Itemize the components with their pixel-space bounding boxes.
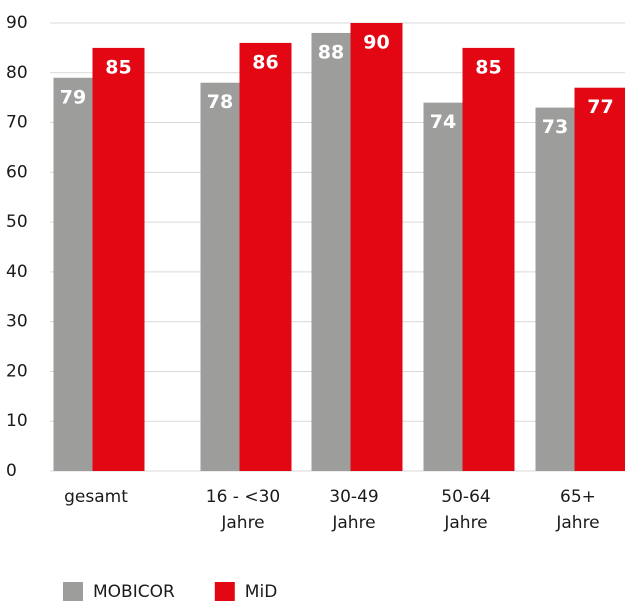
value-label: 86 xyxy=(252,51,278,73)
value-label: 77 xyxy=(587,96,613,118)
legend-swatch xyxy=(214,582,235,601)
bar xyxy=(53,77,93,471)
legend-label: MiD xyxy=(245,582,277,601)
y-tick-label: 70 xyxy=(6,113,28,133)
legend-swatch xyxy=(63,582,83,601)
y-tick-label: 20 xyxy=(6,361,28,381)
bar xyxy=(311,32,351,471)
value-label: 85 xyxy=(475,56,501,78)
x-tick-label: gesamt xyxy=(64,487,128,507)
bar xyxy=(535,107,575,471)
y-tick-label: 40 xyxy=(6,262,28,282)
value-label: 78 xyxy=(207,91,233,113)
y-tick-label: 90 xyxy=(6,13,28,33)
value-label: 90 xyxy=(363,32,389,54)
bar xyxy=(200,82,240,471)
bar xyxy=(574,87,625,471)
bar xyxy=(423,102,463,472)
bar xyxy=(462,47,515,472)
value-label: 73 xyxy=(542,116,568,138)
bar xyxy=(239,42,292,472)
x-tick-label: 65+ Jahre xyxy=(555,487,599,533)
value-label: 88 xyxy=(318,41,344,63)
value-label: 85 xyxy=(105,56,131,78)
x-tick-label: 16 - <30 Jahre xyxy=(206,487,280,533)
y-tick-label: 80 xyxy=(6,63,28,83)
bar xyxy=(92,47,145,472)
y-tick-label: 10 xyxy=(6,411,28,431)
y-tick-label: 0 xyxy=(6,461,17,481)
y-tick-label: 50 xyxy=(6,212,28,232)
value-label: 79 xyxy=(60,86,86,108)
y-tick-label: 30 xyxy=(6,312,28,332)
value-label: 74 xyxy=(430,111,456,133)
legend-label: MOBICOR xyxy=(93,582,175,601)
x-tick-label: 50-64 Jahre xyxy=(441,487,490,533)
x-tick-label: 30-49 Jahre xyxy=(329,487,378,533)
bar xyxy=(350,23,403,471)
y-tick-label: 60 xyxy=(6,162,28,182)
